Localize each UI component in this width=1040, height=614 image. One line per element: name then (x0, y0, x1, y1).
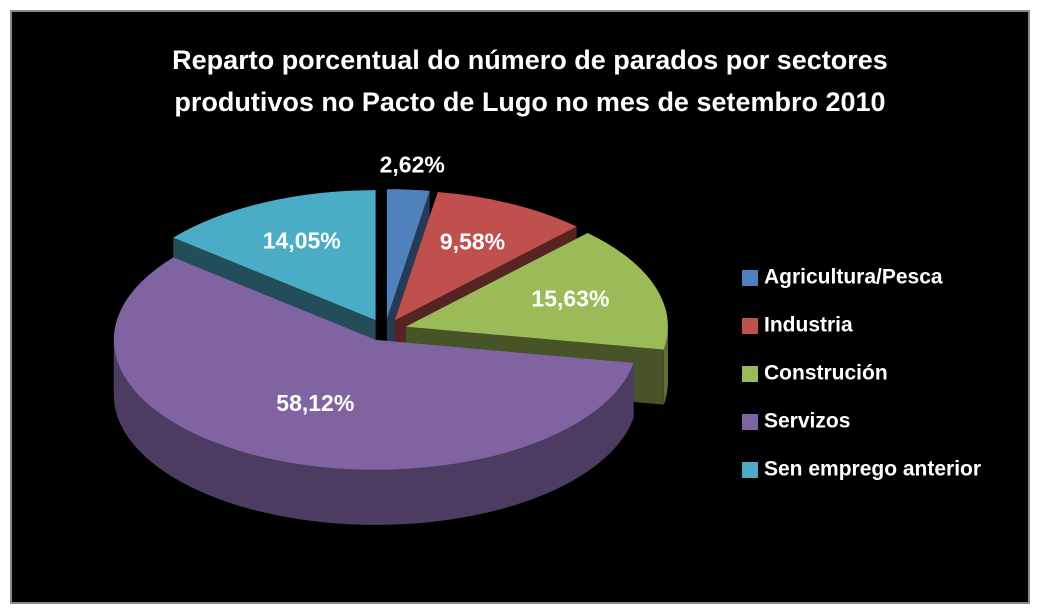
data-label: 9,58% (440, 229, 505, 255)
slice (405, 232, 668, 350)
legend-label: Servizos (764, 410, 850, 433)
legend-swatch (742, 270, 758, 286)
slice-side (113, 339, 634, 525)
legend-label: Construción (764, 362, 888, 385)
data-label: 58,12% (276, 390, 354, 416)
chart-title: Reparto porcentual do número de parados … (172, 45, 888, 75)
data-label: 15,63% (531, 285, 609, 311)
legend-swatch (742, 366, 758, 382)
chart-title: produtivos no Pacto de Lugo no mes de se… (174, 87, 885, 117)
slice-side (663, 326, 668, 405)
legend-label: Industria (764, 314, 853, 337)
slice (173, 190, 376, 321)
legend-swatch (742, 462, 758, 478)
legend-swatch (742, 318, 758, 334)
slice (113, 257, 634, 470)
legend-label: Sen emprego anterior (764, 458, 981, 481)
legend-label: Agricultura/Pesca (764, 266, 943, 289)
data-label: 14,05% (263, 228, 341, 254)
slice (394, 192, 577, 321)
slice (386, 189, 430, 320)
legend-swatch (742, 414, 758, 430)
data-label: 2,62% (380, 151, 445, 177)
